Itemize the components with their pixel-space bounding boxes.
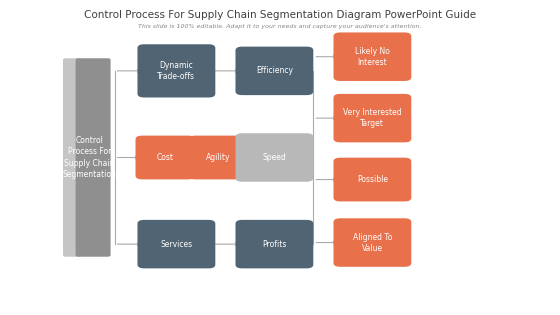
FancyBboxPatch shape <box>76 58 110 257</box>
FancyBboxPatch shape <box>334 94 411 142</box>
FancyBboxPatch shape <box>334 218 411 267</box>
FancyBboxPatch shape <box>235 220 314 268</box>
FancyBboxPatch shape <box>136 135 195 180</box>
FancyBboxPatch shape <box>235 47 314 95</box>
Text: This slide is 100% editable. Adapt it to your needs and capture your audience's : This slide is 100% editable. Adapt it to… <box>138 24 422 29</box>
Text: Aligned To
Value: Aligned To Value <box>353 232 392 253</box>
Text: Very Interested
Target: Very Interested Target <box>343 108 402 128</box>
FancyBboxPatch shape <box>334 32 411 81</box>
FancyBboxPatch shape <box>63 58 81 257</box>
Text: Possible: Possible <box>357 175 388 184</box>
Text: Control Process For Supply Chain Segmentation Diagram PowerPoint Guide: Control Process For Supply Chain Segment… <box>84 10 476 20</box>
Text: Agility: Agility <box>206 153 231 162</box>
Text: Dynamic
Trade-offs: Dynamic Trade-offs <box>157 61 195 81</box>
FancyBboxPatch shape <box>137 220 215 268</box>
Text: Cost: Cost <box>157 153 174 162</box>
FancyBboxPatch shape <box>137 44 215 98</box>
Text: Control
Process For
Supply Chain
Segmentation: Control Process For Supply Chain Segment… <box>63 136 116 179</box>
FancyBboxPatch shape <box>334 158 411 202</box>
Text: Profits: Profits <box>262 240 287 249</box>
FancyBboxPatch shape <box>235 133 314 182</box>
FancyBboxPatch shape <box>189 135 248 180</box>
Text: Speed: Speed <box>263 153 286 162</box>
Text: Efficiency: Efficiency <box>256 66 293 75</box>
Text: Services: Services <box>160 240 193 249</box>
Text: Likely No
Interest: Likely No Interest <box>355 47 390 67</box>
